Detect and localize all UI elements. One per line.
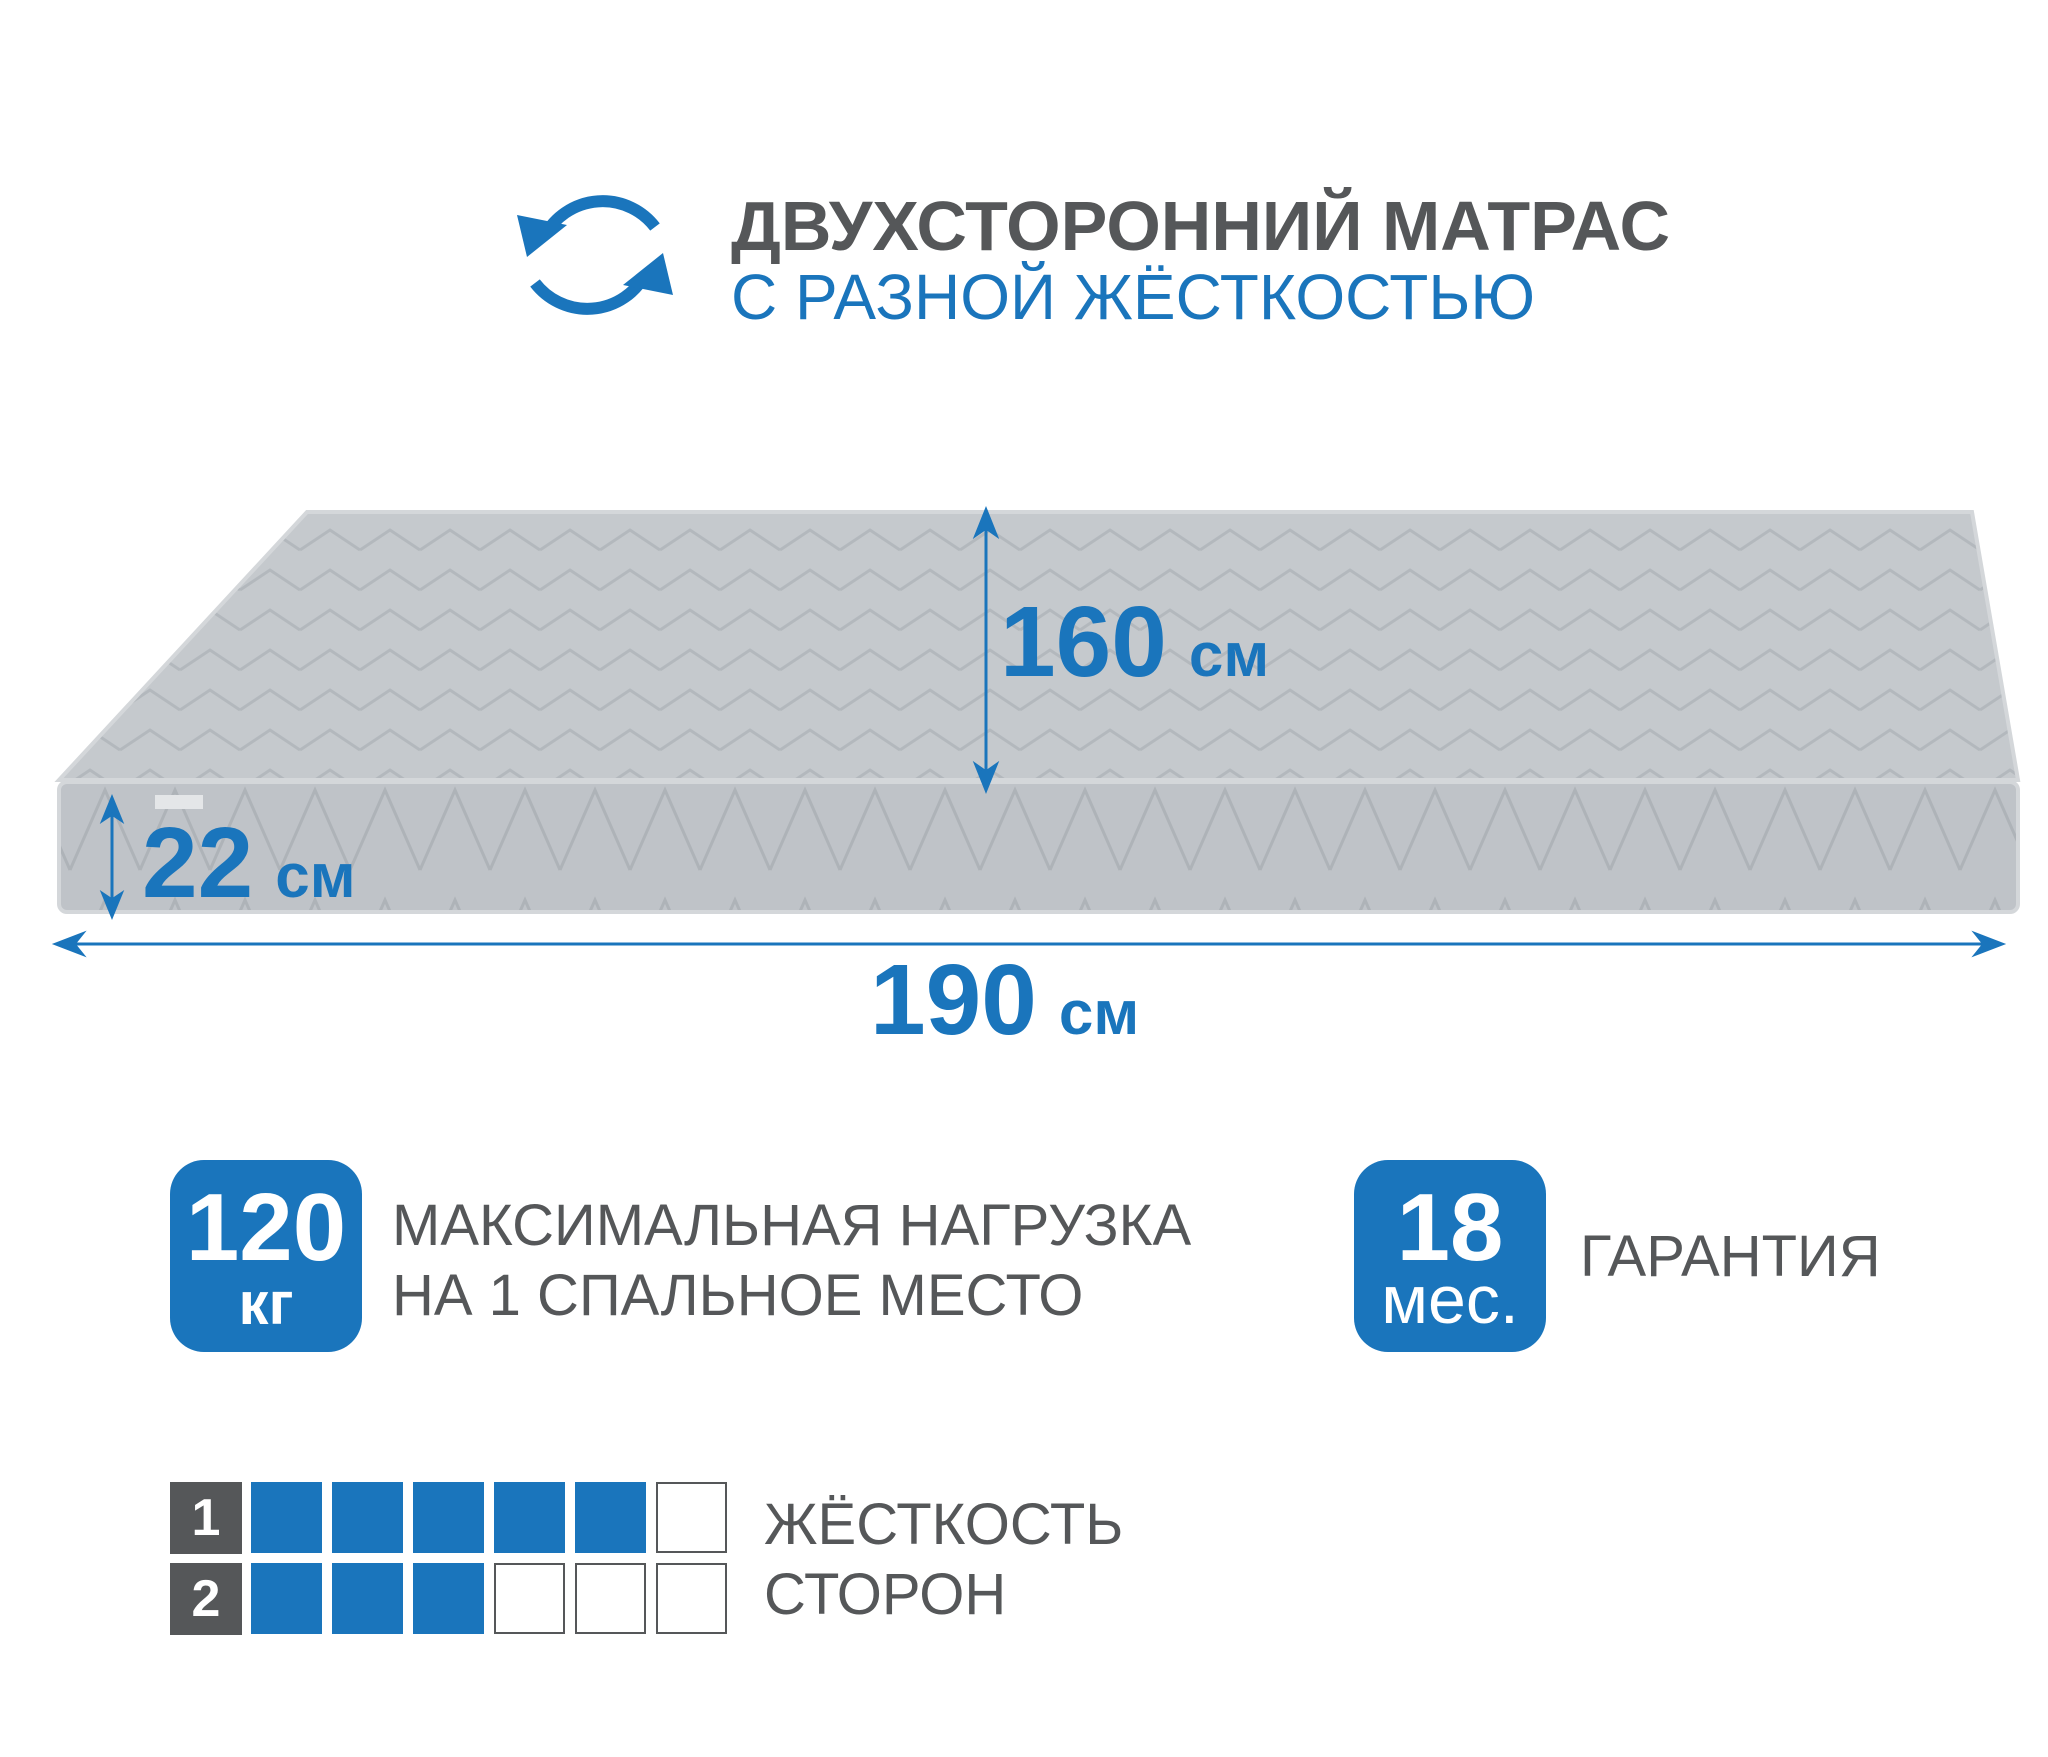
hardness-cell <box>413 1563 484 1634</box>
height-dimension: 22 см <box>142 806 356 921</box>
hardness-cell <box>332 1563 403 1634</box>
length-value: 190 <box>870 944 1037 1056</box>
hardness-cell <box>251 1482 322 1553</box>
length-unit: см <box>1058 979 1140 1048</box>
hardness-cell <box>656 1482 727 1553</box>
width-dimension: 160 см <box>1000 585 1269 700</box>
load-line1: МАКСИМАЛЬНАЯ НАГРУЗКА <box>392 1193 1192 1258</box>
subtitle: С РАЗНОЙ ЖЁСТКОСТЬЮ <box>731 261 1535 333</box>
mattress-top <box>54 510 2021 782</box>
hardness-side-label: 1 <box>170 1482 242 1554</box>
hardness-cell <box>575 1563 646 1634</box>
hardness-side-label: 2 <box>170 1563 242 1635</box>
height-unit: см <box>275 842 356 911</box>
load-value: 120 <box>185 1174 347 1281</box>
load-line2: НА 1 СПАЛЬНОЕ МЕСТО <box>392 1263 1084 1328</box>
length-dimension: 190 см <box>870 943 1139 1058</box>
hardness-label: ЖЁСТКОСТЬ СТОРОН <box>764 1490 1123 1630</box>
hardness-cell <box>413 1482 484 1553</box>
hardness-cell <box>494 1563 565 1634</box>
warranty-badge: 18 мес. <box>1354 1160 1546 1352</box>
hardness-cell <box>656 1563 727 1634</box>
mattress-side <box>57 780 2020 914</box>
hardness-cell <box>494 1482 565 1553</box>
warranty-value: 18 <box>1396 1174 1504 1281</box>
hardness-cell <box>332 1482 403 1553</box>
mattress-illustration <box>51 505 2021 958</box>
hardness-label-line1: ЖЁСТКОСТЬ <box>764 1492 1124 1557</box>
rotate-arrows-icon <box>517 195 673 315</box>
hardness-cell <box>575 1482 646 1553</box>
load-badge: 120 кг <box>170 1160 362 1352</box>
warranty-label: ГАРАНТИЯ <box>1580 1224 1881 1289</box>
warranty-unit: мес. <box>1381 1262 1519 1338</box>
hardness-label-line2: СТОРОН <box>764 1562 1007 1627</box>
height-value: 22 <box>142 807 254 919</box>
width-value: 160 <box>1000 586 1167 698</box>
hardness-cell <box>251 1563 322 1634</box>
width-unit: см <box>1188 621 1270 690</box>
load-unit: кг <box>238 1270 294 1337</box>
load-description: МАКСИМАЛЬНАЯ НАГРУЗКА НА 1 СПАЛЬНОЕ МЕСТ… <box>392 1191 1191 1331</box>
title: ДВУХСТОРОННИЙ МАТРАС <box>731 187 1671 265</box>
